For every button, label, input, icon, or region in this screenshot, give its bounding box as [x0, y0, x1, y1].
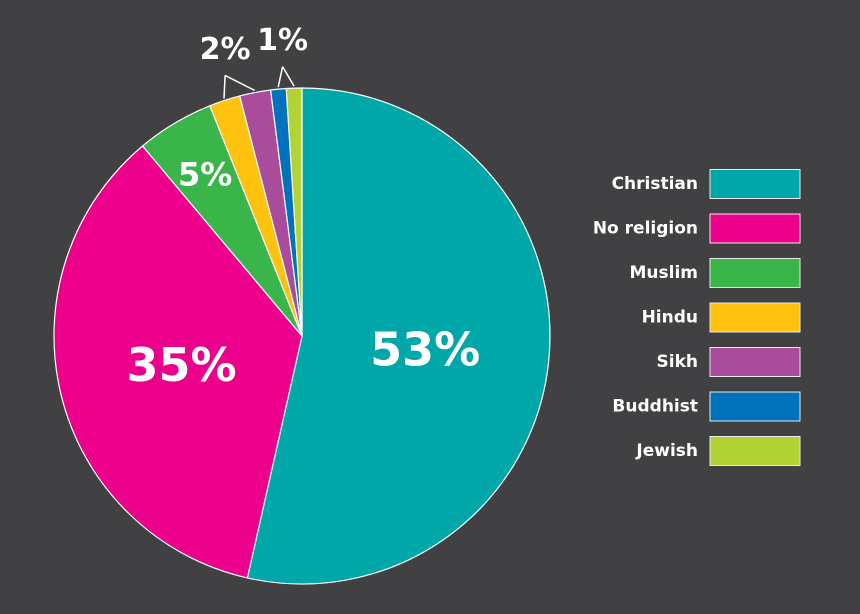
pie-slice-jewish — [285, 87, 303, 337]
callout-lines — [223, 66, 295, 99]
legend-item-buddhist: Buddhist — [612, 391, 801, 422]
legend-swatch — [709, 436, 801, 466]
pie-slices — [53, 87, 551, 585]
callout-line-hindu — [223, 75, 226, 99]
legend-label: Christian — [612, 174, 698, 194]
legend-swatch — [709, 258, 801, 288]
legend-label: Jewish — [635, 441, 698, 461]
legend-swatch — [709, 213, 801, 244]
legend-item-muslim: Muslim — [629, 258, 801, 288]
data-label-hindu-sikh: 2% — [200, 32, 251, 67]
legend-label: No religion — [593, 219, 698, 239]
legend-label: Muslim — [629, 263, 698, 283]
data-label-muslim: 5% — [178, 155, 232, 193]
legend-item-no-religion: No religion — [593, 213, 801, 244]
legend-label: Sikh — [657, 352, 698, 372]
data-label-christian: 53% — [370, 323, 480, 377]
legend-item-christian: Christian — [612, 169, 801, 199]
callout-line-jewish — [281, 66, 295, 87]
callout-line-sikh — [224, 74, 256, 92]
legend-item-hindu: Hindu — [642, 302, 801, 333]
legend-swatch — [709, 347, 801, 377]
legend-swatch — [709, 169, 801, 199]
legend-label: Buddhist — [612, 397, 698, 417]
legend-item-sikh: Sikh — [657, 347, 801, 377]
data-label-no-religion: 35% — [126, 338, 236, 392]
pie-slice-no-religion — [53, 145, 303, 579]
legend: Christian No religion Muslim Hindu Sikh Buddh… — [593, 169, 801, 466]
pie-slice-christian — [246, 87, 551, 585]
legend-item-jewish: Jewish — [635, 436, 801, 466]
callout-line-buddhist — [277, 66, 284, 88]
legend-swatch — [709, 302, 801, 333]
legend-label: Hindu — [642, 308, 698, 328]
data-label-buddhist-jewish: 1% — [257, 23, 308, 58]
data-labels: 53% 35% 5% 2% 1% — [126, 23, 480, 392]
legend-swatch — [709, 391, 801, 422]
